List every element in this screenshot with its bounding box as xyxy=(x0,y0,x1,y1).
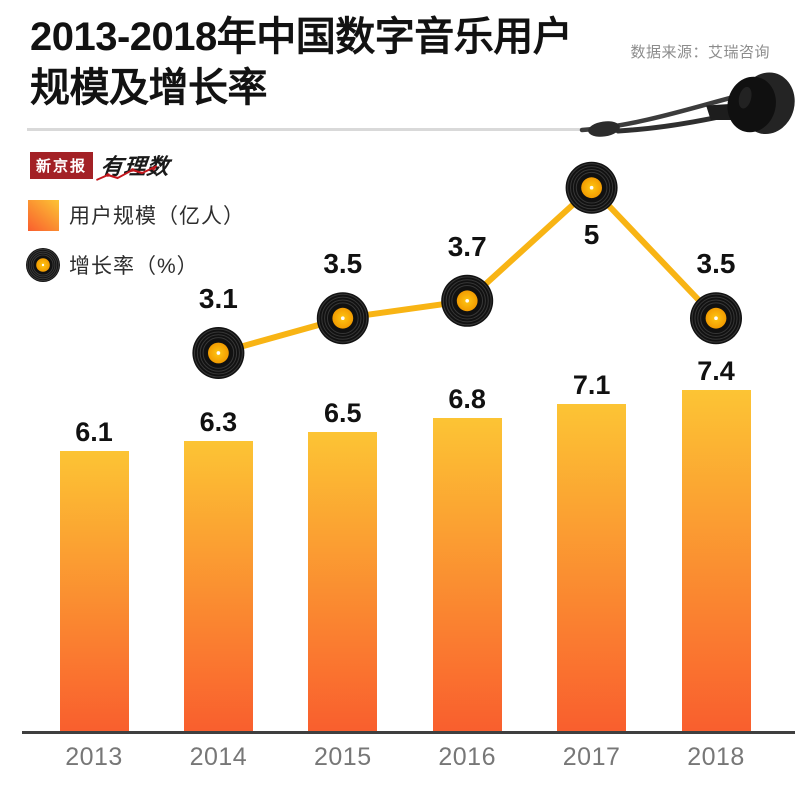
publisher-branding: 新京报 有理数 xyxy=(30,149,171,181)
year-axis-label-2017: 2017 xyxy=(562,743,621,771)
growth-value-label-2016: 3.7 xyxy=(447,230,487,262)
bar-value-label-2016: 6.8 xyxy=(448,384,486,415)
newspaper-logo: 新京报 xyxy=(30,151,94,179)
title-line-2: 规模及增长率 xyxy=(30,66,268,110)
earphone-illustration xyxy=(579,72,795,137)
title-line-1: 2013-2018年中国数字音乐用户 xyxy=(30,15,573,59)
record-marker-2017 xyxy=(565,161,618,214)
bar-2013 xyxy=(59,450,129,733)
growth-value-label-2018: 3.5 xyxy=(696,248,736,280)
legend-label-growth: 增长率（%） xyxy=(69,255,199,278)
earbud-front xyxy=(727,76,776,133)
bar-swatch xyxy=(28,199,59,231)
bar-value-label-2015: 6.5 xyxy=(324,398,362,429)
vinyl-record-icon xyxy=(26,248,60,282)
x-axis-line xyxy=(22,731,795,734)
legend-item-growth: 增长率（%） xyxy=(26,247,245,283)
record-marker-2015 xyxy=(316,292,369,345)
legend-label-users: 用户规模（亿人） xyxy=(69,205,245,228)
year-axis-label-2013: 2013 xyxy=(65,743,123,771)
year-axis-label-2014: 2014 xyxy=(189,743,248,771)
bar-2018 xyxy=(681,390,751,733)
column-logo: 有理数 xyxy=(96,149,171,181)
record-marker-2014 xyxy=(192,327,245,379)
bar-2014 xyxy=(183,441,253,733)
column-logo-redline-icon xyxy=(96,165,158,181)
growth-value-label-2014: 3.1 xyxy=(198,283,238,314)
year-axis-label-2015: 2015 xyxy=(313,743,372,771)
growth-value-label-2015: 3.5 xyxy=(323,248,363,280)
bar-value-label-2014: 6.3 xyxy=(199,407,238,438)
bar-2017 xyxy=(557,404,627,733)
year-axis-label-2018: 2018 xyxy=(687,743,745,771)
earbud-head xyxy=(706,72,795,135)
bar-value-label-2017: 7.1 xyxy=(572,370,611,401)
earphone-mic-capsule xyxy=(588,121,620,137)
growth-line xyxy=(215,183,719,356)
page-title: 2013-2018年中国数字音乐用户 规模及增长率 xyxy=(30,12,573,114)
growth-value-label-2017: 5 xyxy=(583,218,600,250)
legend-item-users: 用户规模（亿人） xyxy=(28,197,245,233)
data-source-note: 数据来源：艾瑞咨询 xyxy=(630,44,770,61)
record-marker-2016 xyxy=(441,274,494,327)
record-marker-2018 xyxy=(690,292,742,345)
bar-2016 xyxy=(432,418,502,733)
divider-line xyxy=(27,128,602,131)
year-axis-label-2016: 2016 xyxy=(438,743,496,771)
bar-2015 xyxy=(308,432,378,733)
bar-value-label-2018: 7.4 xyxy=(697,356,735,387)
bar-value-label-2013: 6.1 xyxy=(75,416,113,447)
earbud-highlight xyxy=(738,86,752,109)
legend-record-marker xyxy=(26,248,60,282)
legend: 用户规模（亿人） 增长率（%） xyxy=(26,197,245,297)
